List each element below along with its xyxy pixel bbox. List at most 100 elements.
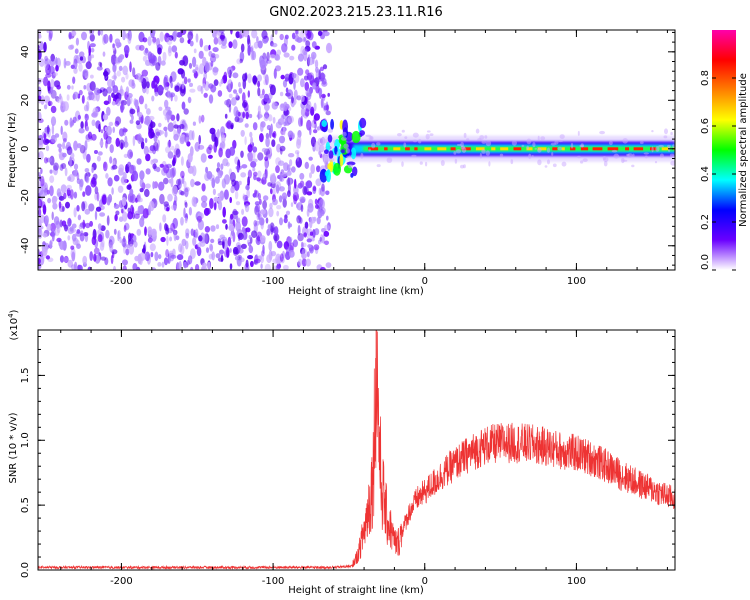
noise-speckle [85,185,92,196]
noise-speckle [222,219,227,224]
noise-speckle [244,203,250,213]
noise-speckle [226,162,230,167]
noise-speckle [84,168,90,173]
noise-speckle [106,86,112,94]
noise-speckle [139,252,146,261]
noise-speckle [184,187,189,198]
signal-fringe-speckle [412,132,419,138]
noise-speckle [62,205,65,212]
noise-speckle [228,103,232,113]
noise-speckle [275,121,282,129]
signal-fringe-speckle [460,141,464,148]
noise-speckle [287,130,294,138]
noise-speckle [171,185,178,197]
noise-speckle [66,94,70,101]
noise-speckle [162,214,167,223]
noise-speckle [291,44,296,51]
noise-speckle [71,85,74,90]
noise-speckle [94,210,98,221]
noise-speckle [66,84,71,90]
noise-speckle [218,197,222,204]
noise-speckle [210,60,214,67]
noise-speckle [132,234,137,243]
snr-frame [37,329,676,571]
noise-speckle [58,147,62,153]
noise-speckle [118,65,123,72]
noise-speckle [121,76,126,83]
noise-speckle [287,190,291,198]
noise-speckle [241,216,248,227]
noise-speckle [93,253,97,262]
signal-core-segment [424,147,432,151]
noise-speckle [150,228,157,237]
signal-fringe-speckle [418,138,422,144]
noise-speckle [306,100,312,110]
signal-onset-blob [326,169,331,183]
noise-speckle [319,73,326,80]
signal-fringe-speckle [670,131,673,136]
noise-speckle [300,107,306,117]
signal-fringe-speckle [412,139,418,143]
noise-speckle [279,33,284,41]
noise-speckle [287,153,295,158]
noise-speckle [145,153,151,162]
noise-speckle [254,258,261,264]
noise-speckle [194,181,201,186]
noise-speckle [271,42,278,48]
signal-fringe-speckle [454,158,458,164]
noise-speckle [126,184,132,190]
noise-speckle [257,74,262,82]
signal-fringe-speckle [401,161,404,167]
noise-speckle [106,125,112,136]
signal-fringe-speckle [332,139,336,144]
noise-speckle [122,65,128,76]
noise-speckle [217,241,224,246]
noise-speckle [66,146,73,156]
noise-speckle [278,186,285,192]
noise-speckle [206,171,213,180]
signal-fringe-speckle [397,133,402,137]
noise-speckle [279,253,284,262]
noise-speckle [38,95,42,101]
signal-fringe-speckle [557,146,563,151]
noise-speckle [323,105,327,111]
noise-speckle [150,132,156,138]
noise-speckle [278,160,285,166]
noise-speckle [73,58,78,70]
signal-fringe-speckle [672,144,675,148]
signal-core-segment [607,147,619,151]
noise-speckle [270,250,277,257]
noise-speckle [244,136,247,146]
noise-speckle [309,126,312,136]
noise-speckle [309,86,313,94]
noise-speckle [269,54,276,59]
signal-fringe-speckle [561,161,567,167]
signal-onset-blob [350,147,357,160]
noise-speckle [305,180,313,189]
noise-speckle [283,52,290,58]
noise-speckle [297,233,304,242]
noise-speckle [265,217,269,224]
noise-speckle [215,31,218,38]
signal-core-segment [580,147,589,151]
noise-speckle [121,208,124,214]
noise-speckle [147,36,152,46]
noise-speckle [237,217,241,224]
noise-speckle [235,221,241,232]
noise-speckle [219,234,226,240]
noise-speckle [266,254,272,264]
noise-speckle [67,235,71,241]
signal-fringe-speckle [360,152,364,159]
noise-speckle [253,174,257,181]
noise-speckle [219,81,222,87]
noise-speckle [171,45,178,53]
noise-speckle [141,69,148,77]
signal-fringe-speckle [526,145,529,150]
colorbar-tick-label: 0.4 [700,166,711,182]
signal-fringe-speckle [651,146,654,153]
noise-speckle [187,78,191,83]
noise-speckle [49,185,54,197]
noise-speckle [194,141,201,152]
noise-speckle [312,186,317,192]
signal-fringe-speckle [485,150,490,156]
